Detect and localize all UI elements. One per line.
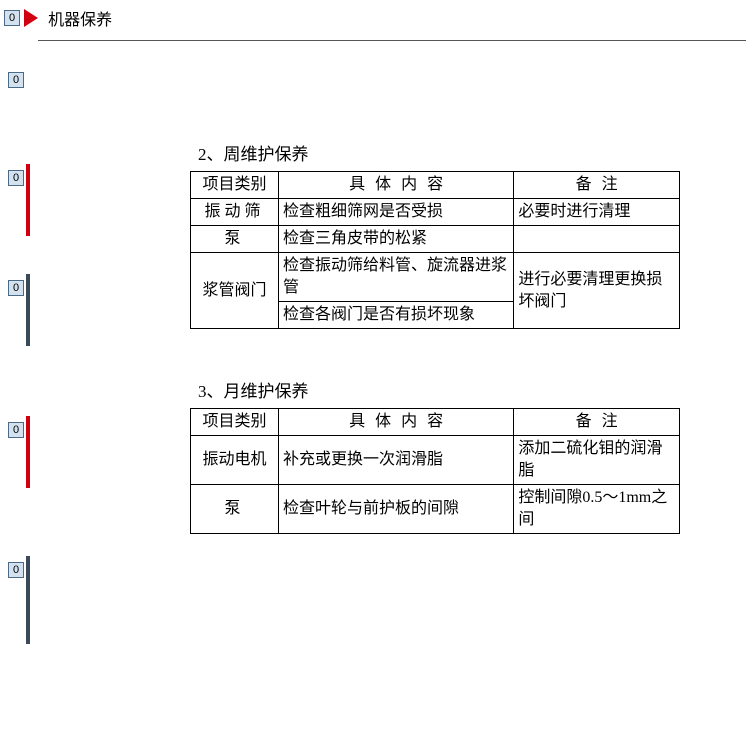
side-bar-red <box>26 164 30 236</box>
side-bar-gray <box>26 274 30 346</box>
cell-category: 浆管阀门 <box>191 253 279 329</box>
col-header-desc: 具体内容 <box>278 409 513 436</box>
table-row: 振动电机 补充或更换一次润滑脂 添加二硫化钼的润滑脂 <box>191 436 680 485</box>
table-header-row: 项目类别 具体内容 备注 <box>191 172 680 199</box>
table-row: 泵 检查三角皮带的松紧 <box>191 226 680 253</box>
cell-category: 泵 <box>191 485 279 534</box>
cell-desc: 补充或更换一次润滑脂 <box>278 436 513 485</box>
side-bar-gray <box>26 556 30 644</box>
table-row: 浆管阀门 检查振动筛给料管、旋流器进浆管 进行必要清理更换损坏阀门 <box>191 253 680 302</box>
title-rule <box>38 40 746 41</box>
col-header-note: 备注 <box>514 172 680 199</box>
col-header-desc: 具体内容 <box>278 172 513 199</box>
side-badge: 0 <box>8 72 24 88</box>
cell-note <box>514 226 680 253</box>
side-badge: 0 <box>8 170 24 186</box>
weekly-section-title: 2、周维护保养 <box>198 140 710 165</box>
monthly-table: 项目类别 具体内容 备注 振动电机 补充或更换一次润滑脂 添加二硫化钼的润滑脂 … <box>190 408 680 534</box>
cell-category: 振动电机 <box>191 436 279 485</box>
cell-desc: 检查各阀门是否有损坏现象 <box>278 302 513 329</box>
content-area: 2、周维护保养 项目类别 具体内容 备注 振动筛 检查粗细筛网是否受损 必要时进… <box>190 140 710 540</box>
col-header-category: 项目类别 <box>191 409 279 436</box>
table-row: 泵 检查叶轮与前护板的间隙 控制间隙0.5～1mm之间 <box>191 485 680 534</box>
col-header-category: 项目类别 <box>191 172 279 199</box>
side-column: 0 0 0 0 0 <box>0 0 40 750</box>
cell-category: 泵 <box>191 226 279 253</box>
page-title: 机器保养 <box>48 6 112 30</box>
side-badge: 0 <box>8 422 24 438</box>
header: 0 机器保养 <box>0 0 750 28</box>
side-badge: 0 <box>8 562 24 578</box>
side-bar-red <box>26 416 30 488</box>
side-badge: 0 <box>8 280 24 296</box>
weekly-table: 项目类别 具体内容 备注 振动筛 检查粗细筛网是否受损 必要时进行清理 泵 检查… <box>190 171 680 329</box>
table-row: 振动筛 检查粗细筛网是否受损 必要时进行清理 <box>191 199 680 226</box>
cell-note: 添加二硫化钼的润滑脂 <box>514 436 680 485</box>
cell-desc: 检查粗细筛网是否受损 <box>278 199 513 226</box>
cell-desc: 检查振动筛给料管、旋流器进浆管 <box>278 253 513 302</box>
col-header-note: 备注 <box>514 409 680 436</box>
monthly-section-title: 3、月维护保养 <box>198 377 710 402</box>
cell-desc: 检查三角皮带的松紧 <box>278 226 513 253</box>
cell-note: 必要时进行清理 <box>514 199 680 226</box>
cell-category: 振动筛 <box>191 199 279 226</box>
cell-desc: 检查叶轮与前护板的间隙 <box>278 485 513 534</box>
cell-note: 进行必要清理更换损坏阀门 <box>514 253 680 329</box>
cell-note: 控制间隙0.5～1mm之间 <box>514 485 680 534</box>
table-header-row: 项目类别 具体内容 备注 <box>191 409 680 436</box>
